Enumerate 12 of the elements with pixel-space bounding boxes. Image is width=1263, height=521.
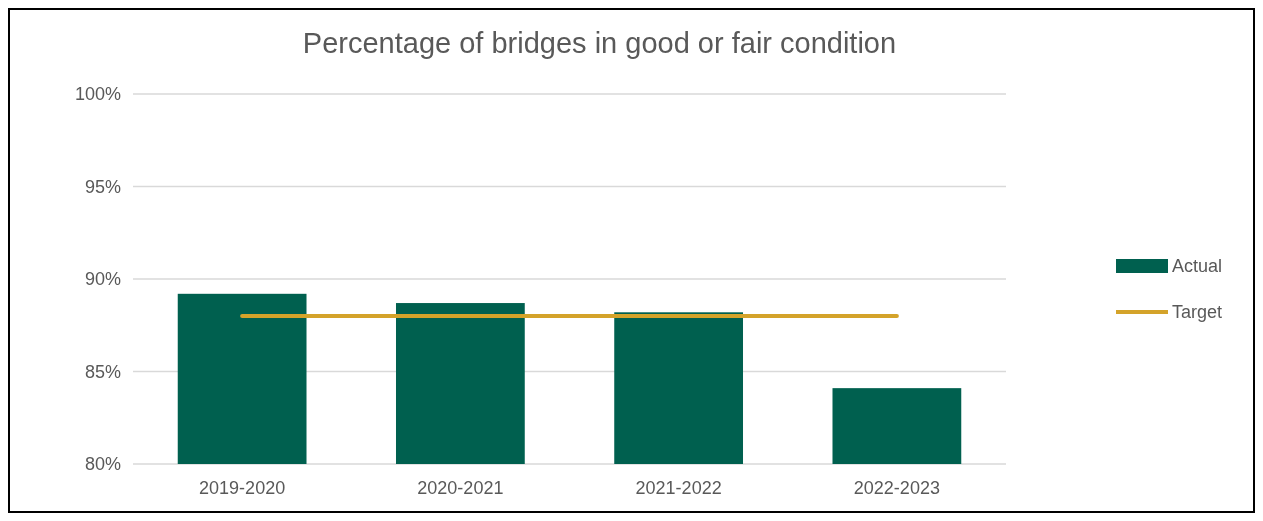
y-tick-label: 80%: [84, 454, 121, 475]
y-tick-label: 95%: [84, 176, 121, 197]
y-tick-label: 85%: [84, 361, 121, 382]
x-tick-label: 2019-2020: [199, 478, 286, 498]
x-tick-label: 2022-2023: [853, 478, 940, 498]
y-tick-label: 100%: [74, 84, 121, 105]
y-tick-label: 90%: [84, 269, 121, 290]
legend-label: Target: [1172, 302, 1223, 323]
chart-title: Percentage of bridges in good or fair condition: [302, 27, 897, 59]
legend-label: Actual: [1172, 256, 1223, 277]
x-tick-label: 2021-2022: [635, 478, 722, 498]
x-tick-label: 2020-2021: [417, 478, 504, 498]
